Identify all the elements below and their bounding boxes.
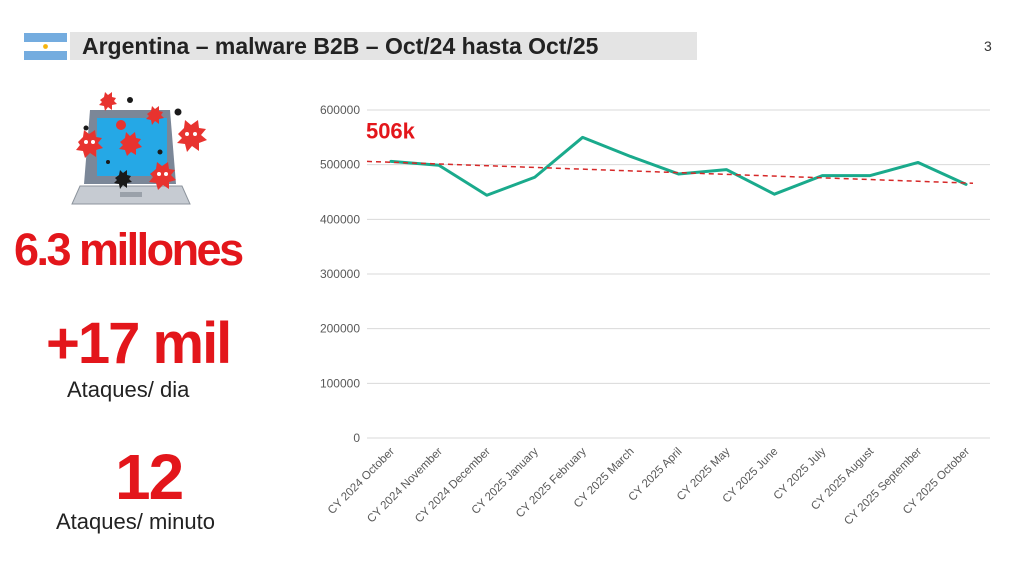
- attacks-per-day-value: +17 mil: [46, 311, 232, 376]
- y-tick-label: 600000: [320, 103, 360, 117]
- total-attacks-value: 6.3 millones: [14, 224, 244, 275]
- attacks-per-minute-label: Ataques/ minuto: [56, 509, 215, 534]
- y-tick-label: 0: [353, 431, 360, 445]
- attacks-per-day-label: Ataques/ dia: [67, 377, 190, 402]
- y-tick-label: 200000: [320, 322, 360, 336]
- series-line: [389, 135, 968, 197]
- title-bar: [70, 32, 697, 60]
- y-tick-label: 400000: [320, 212, 360, 226]
- malware-virus-icon: [71, 92, 207, 205]
- page-title: Argentina – malware B2B – Oct/24 hasta O…: [82, 33, 599, 59]
- trend-line: [366, 160, 974, 185]
- y-tick-label: 100000: [320, 376, 360, 390]
- argentina-flag-icon: [24, 33, 67, 60]
- annotation-506k: 506k: [366, 118, 416, 143]
- page-number: 3: [984, 38, 992, 54]
- malware-line-chart: 0100000200000300000400000500000600000CY …: [320, 103, 990, 528]
- y-tick-label: 300000: [320, 267, 360, 281]
- y-tick-label: 500000: [320, 158, 360, 172]
- attacks-per-minute-value: 12: [115, 441, 184, 513]
